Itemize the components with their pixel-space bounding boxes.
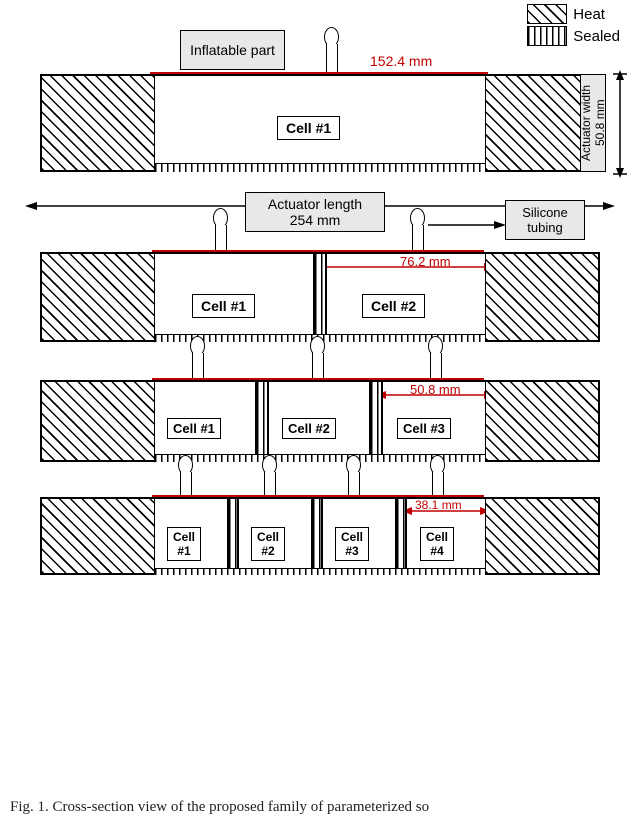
hatch-right <box>486 254 598 340</box>
hatch-left <box>42 382 154 460</box>
actuator-1: Cell #1 <box>40 74 600 172</box>
tube-icon <box>180 472 192 496</box>
cell-3-2: Cell #2 <box>282 418 336 439</box>
panel-4cell: 38.1 mm Cell #1 Cell #2 Cell #3 Cell #4 <box>40 455 600 533</box>
sealed-mid-4b <box>312 499 322 573</box>
label-inflatable: Inflatable part <box>180 30 285 70</box>
actuator-2: Cell #1 Cell #2 <box>40 252 600 342</box>
sealed-mid-2 <box>314 254 326 340</box>
dim-152: 152.4 mm <box>370 53 432 69</box>
cell-4-1: Cell #1 <box>167 527 201 561</box>
actuator-3: Cell #1 Cell #2 Cell #3 <box>40 380 600 462</box>
tube-icon <box>312 353 324 379</box>
legend-swatch-heat <box>527 4 567 24</box>
cell-1-label: Cell #1 <box>277 116 340 140</box>
cell-4-4: Cell #4 <box>420 527 454 561</box>
tube-icon <box>215 225 227 251</box>
sealed-mid-4a <box>228 499 238 573</box>
cell-2-1: Cell #1 <box>192 294 255 318</box>
label-silicone: Silicone tubing <box>505 200 585 240</box>
tube-icon <box>192 353 204 379</box>
cell-3-1: Cell #1 <box>167 418 221 439</box>
tube-icon <box>432 472 444 496</box>
sealed-mid-3a <box>256 382 268 460</box>
actuator-4: Cell #1 Cell #2 Cell #3 Cell #4 <box>40 497 600 575</box>
sealed-mid-4c <box>396 499 406 573</box>
tube-icon <box>348 472 360 496</box>
tube-icon <box>412 225 424 251</box>
cell-2-2: Cell #2 <box>362 294 425 318</box>
tube-icon <box>264 472 276 496</box>
cell-3-3: Cell #3 <box>397 418 451 439</box>
label-actuator-width: Actuator width 50.8 mm <box>580 74 606 172</box>
panel-1cell: Inflatable part 152.4 mm Cell #1 Actuato… <box>40 30 600 128</box>
hatch-left <box>42 499 154 573</box>
width-arrow-icon <box>610 70 630 180</box>
tube-icon <box>430 353 442 379</box>
hatch-left <box>42 76 154 170</box>
hatch-right <box>486 499 598 573</box>
legend-text-heat: Heat <box>573 6 605 23</box>
cell-4-2: Cell #2 <box>251 527 285 561</box>
sealed-bottom-4 <box>154 568 486 575</box>
panel-2cell: Silicone tubing 76.2 mm Cell #1 Cell #2 <box>40 208 600 298</box>
panel-3cell: 50.8 mm Cell #1 Cell #2 Cell #3 <box>40 336 600 418</box>
figure-caption: Fig. 1. Cross-section view of the propos… <box>10 799 429 816</box>
cell-4-3: Cell #3 <box>335 527 369 561</box>
sealed-mid-3b <box>370 382 382 460</box>
hatch-left <box>42 254 154 340</box>
hatch-right <box>486 382 598 460</box>
silicone-arrow-icon <box>428 215 508 235</box>
sealed-bottom-1 <box>154 163 486 172</box>
tube-icon <box>326 44 338 74</box>
